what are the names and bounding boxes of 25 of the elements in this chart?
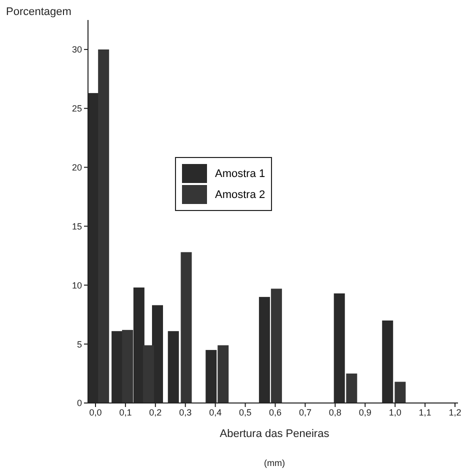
x-tick-label: 0,5 [239, 407, 252, 418]
y-tick-label: 25 [72, 104, 82, 114]
x-tick-label: 1,2 [448, 407, 461, 418]
y-axis-title: Porcentagem [6, 6, 72, 18]
x-tick-label: 0,3 [179, 407, 192, 418]
y-tick-label: 15 [72, 221, 82, 232]
x-tick-label: 1,1 [418, 407, 432, 418]
text: Abertura das Peneiras (mm) [220, 428, 330, 468]
x-tick-label: 1,0 [388, 407, 402, 418]
legend-label: Amostra 2 [215, 188, 266, 200]
x-tick-label: 0,9 [358, 407, 372, 418]
y-tick-label: 20 [72, 162, 82, 173]
x-tick-label: 0,6 [268, 407, 282, 418]
legend-label: Amostra 1 [215, 168, 266, 180]
x-tick-label: 0,7 [298, 407, 312, 418]
x-tick-label: 0,1 [119, 407, 132, 418]
y-tick-label: 0 [76, 398, 82, 408]
bar [180, 252, 192, 403]
x-tick-label: 0,8 [328, 407, 342, 418]
y-tick-label: 5 [76, 339, 82, 350]
y-tick-label: 30 [72, 44, 82, 55]
y-tick-label: 10 [72, 280, 82, 290]
x-tick-label: 0,0 [89, 407, 102, 418]
x-tick-label: 0,2 [149, 407, 162, 418]
x-tick-label: 0,4 [209, 407, 222, 418]
